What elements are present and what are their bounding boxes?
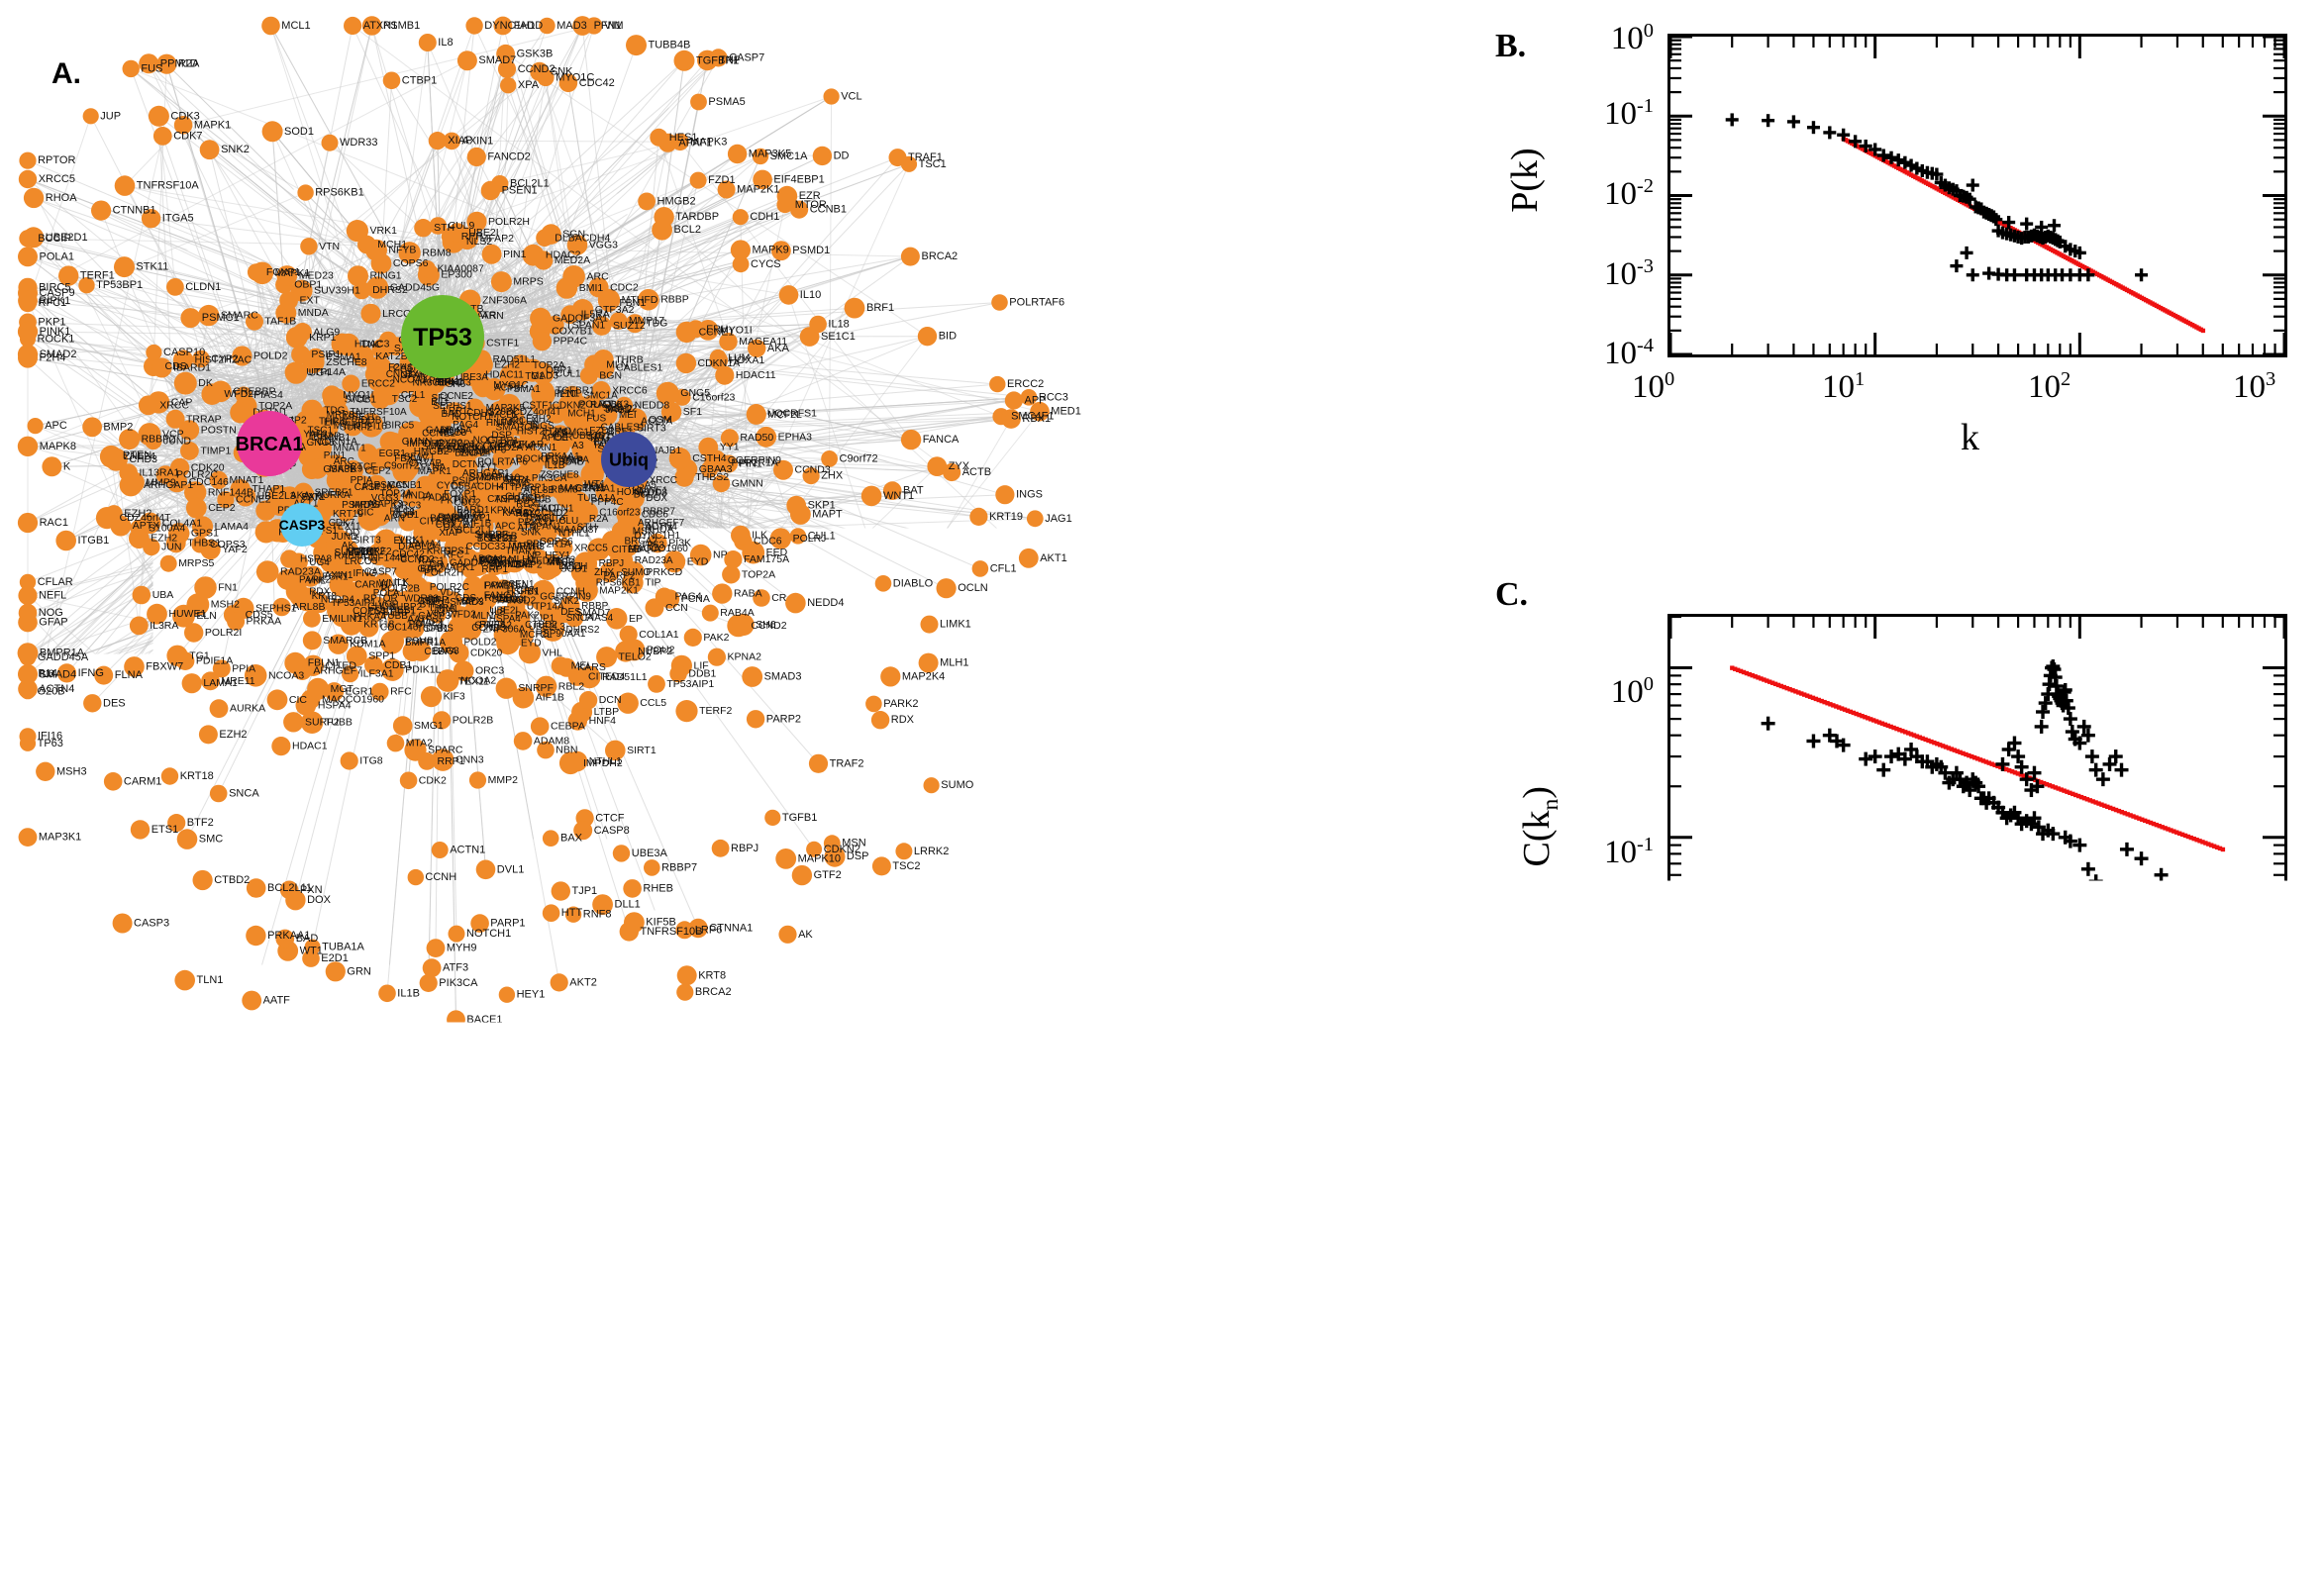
panel-d-ylabel: Cn(kn) [1508,1124,1558,1381]
panel-c-ytick-0: 100 [1555,673,1654,711]
legend-label-tp53: TP53 [1376,1168,1435,1199]
legend-item-tp53: TP53 [1339,1168,1463,1198]
legend-swatch-non-hub [1339,1289,1364,1315]
panel-b-ytick-0: 100 [1555,20,1654,57]
panel-d-ytick-1: 101 [1555,1366,1654,1404]
panel-d-xtick-3: 103 [2233,1404,2275,1442]
legend-label-ubiq: UBIQ [1376,1228,1442,1258]
legend-label-brca1: BRCA1 [1376,1198,1463,1229]
panel-b-ylabel: P(k) [1503,111,1547,249]
panel-d-plot-area [1667,1065,2287,1392]
panel-b-ytick-3: 10-3 [1555,255,1654,293]
legend-swatch-casp3 [1339,1259,1364,1285]
legend-swatch-edges [1339,1329,1364,1335]
panel-b-xtick-0: 100 [1632,368,1674,406]
panel-d-xtick-0: 100 [1632,1404,1674,1442]
panel-c-plot-area [1667,614,2287,1010]
network-graph-canvas: ARL8BTAF1BSIRT3GBAMAGEA11MCF2LALG9DHRS2C… [0,0,1446,1596]
legend-item-non-hub: Non-Hub nodes [1339,1287,1463,1317]
panel-b-xtick-1: 101 [1822,368,1865,406]
panel-b-xtick-3: 103 [2233,368,2275,406]
panel-b-xtick-2: 102 [2028,368,2070,406]
panel-d-neighbor-connectivity: D. 102 101 Cn(kn) 100 101 102 103 kn [1446,1000,2323,1596]
legend-swatch-brca1 [1339,1200,1364,1226]
panel-c-ytick-1: 10-1 [1555,834,1654,871]
panel-b-ytick-2: 10-2 [1555,175,1654,213]
panel-b-letter: B. [1495,28,1526,65]
panel-d-svg [1670,1068,2284,1389]
panel-d-ytick-0: 102 [1555,1093,1654,1131]
panel-c-ylabel: C(kn) [1515,713,1565,941]
legend-item-ubiq: UBIQ [1339,1228,1463,1257]
panel-a-network: A. ARL8BTAF1BSIRT3GBAMAGEA11MCF2LALG9DHR… [0,0,1446,1596]
panel-d-xtick-2: 102 [2028,1404,2070,1442]
legend-swatch-tp53 [1339,1170,1364,1196]
panel-c-letter: C. [1495,576,1528,614]
panel-d-letter: D. [1495,1012,1528,1049]
legend-swatch-ubiq [1339,1230,1364,1255]
panel-d-xtick-1: 101 [1822,1404,1865,1442]
legend-item-brca1: BRCA1 [1339,1198,1463,1228]
panel-b-ytick-1: 10-1 [1555,95,1654,133]
panel-b-degree-distribution: B. 100 10-1 10-2 10-3 10-4 P(k) 100 101 … [1446,0,2323,594]
panel-b-plot-area [1667,34,2287,357]
panel-b-svg [1670,37,2284,354]
panel-b-ytick-4: 10-4 [1555,335,1654,372]
panel-c-svg [1670,617,2284,1007]
legend-label-edges: Edges [1376,1317,1442,1347]
panel-d-xlabel: kn [1951,1455,1981,1505]
panel-b-xlabel: k [1961,416,1979,459]
network-legend: TP53 BRCA1 UBIQ CASP3 Non-Hub nodes Edge… [1339,1168,1463,1347]
